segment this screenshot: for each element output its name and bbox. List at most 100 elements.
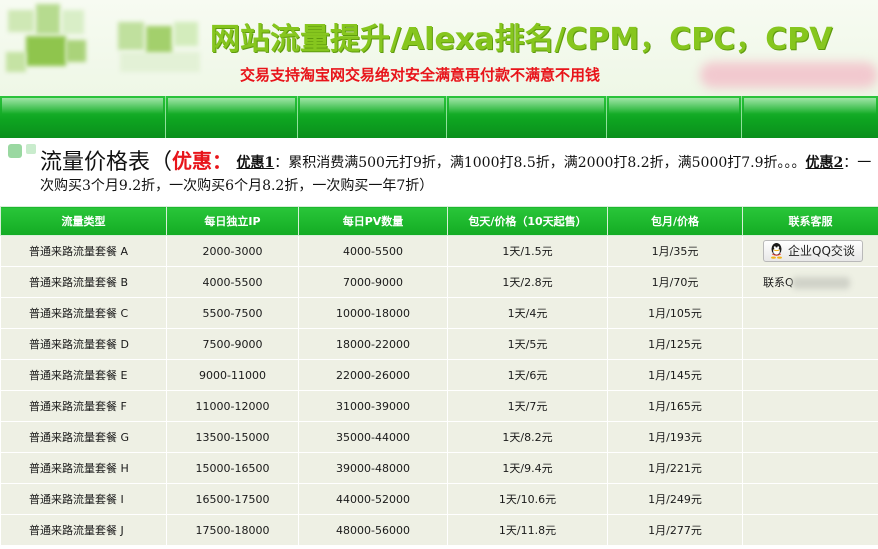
- day-price: 1天/9.4元: [447, 452, 608, 484]
- logo-pixel-block: [8, 10, 34, 32]
- day-price: 1天/7元: [447, 390, 608, 422]
- logo-pixel-block: [174, 22, 198, 46]
- month-price: 1月/277元: [607, 514, 743, 546]
- col-header-pv: 每日PV数量: [298, 206, 448, 236]
- daily-ip: 2000-3000: [166, 235, 299, 267]
- package-type: 普通来路流量套餐 I: [0, 483, 167, 515]
- service-cell: [742, 359, 878, 391]
- daily-ip: 4000-5500: [166, 266, 299, 298]
- daily-pv: 7000-9000: [298, 266, 448, 298]
- logo-pixel-block: [146, 26, 172, 56]
- daily-pv: 22000-26000: [298, 359, 448, 391]
- contact-qq-label: 联系Q: [763, 276, 794, 289]
- day-price: 1天/1.5元: [447, 235, 608, 267]
- col-header-month-price: 包月/价格: [607, 206, 743, 236]
- month-price: 1月/105元: [607, 297, 743, 329]
- logo-pixel-block: [26, 36, 66, 66]
- table-row: 普通来路流量套餐 B 4000-5500 7000-9000 1天/2.8元 1…: [0, 266, 878, 298]
- month-price: 1月/125元: [607, 328, 743, 360]
- col-header-day-price: 包天/价格（10天起售）: [447, 206, 608, 236]
- daily-ip: 16500-17500: [166, 483, 299, 515]
- table-row: 普通来路流量套餐 J 17500-18000 48000-56000 1天/11…: [0, 514, 878, 546]
- day-price: 1天/10.6元: [447, 483, 608, 515]
- month-price: 1月/193元: [607, 421, 743, 453]
- nav-item[interactable]: [742, 96, 878, 138]
- col-header-ip: 每日独立IP: [166, 206, 299, 236]
- daily-pv: 44000-52000: [298, 483, 448, 515]
- logo-pixel-block: [118, 22, 144, 50]
- qq-penguin-icon: [771, 243, 782, 259]
- daily-ip: 17500-18000: [166, 514, 299, 546]
- day-price: 1天/2.8元: [447, 266, 608, 298]
- daily-ip: 13500-15000: [166, 421, 299, 453]
- blurred-qq-number: [791, 277, 850, 289]
- table-row: 普通来路流量套餐 G 13500-15000 35000-44000 1天/8.…: [0, 421, 878, 453]
- daily-ip: 5500-7500: [166, 297, 299, 329]
- service-cell: [742, 483, 878, 515]
- package-type: 普通来路流量套餐 C: [0, 297, 167, 329]
- blurred-contact: [700, 62, 878, 88]
- service-cell: [742, 452, 878, 484]
- table-row: 普通来路流量套餐 F 11000-12000 31000-39000 1天/7元…: [0, 390, 878, 422]
- promo2-label: 优惠2: [805, 155, 844, 171]
- col-header-type: 流量类型: [0, 206, 167, 236]
- promo-text: 流量价格表（优惠： 优惠1：累积消费满500元打9折，满1000打8.5折，满2…: [40, 150, 875, 198]
- nav-bar: [0, 96, 878, 138]
- qq-chat-button[interactable]: 企业QQ交谈: [763, 239, 863, 262]
- package-type: 普通来路流量套餐 B: [0, 266, 167, 298]
- nav-item[interactable]: [166, 96, 298, 138]
- package-type: 普通来路流量套餐 D: [0, 328, 167, 360]
- month-price: 1月/70元: [607, 266, 743, 298]
- day-price: 1天/11.8元: [447, 514, 608, 546]
- table-row: 普通来路流量套餐 H 15000-16500 39000-48000 1天/9.…: [0, 452, 878, 484]
- promo1-text: ：累积消费满500元打9折，满1000打8.5折，满2000打8.2折，满500…: [274, 155, 806, 171]
- package-type: 普通来路流量套餐 J: [0, 514, 167, 546]
- nav-item[interactable]: [607, 96, 742, 138]
- service-cell: [742, 514, 878, 546]
- service-cell: 企业QQ交谈: [742, 235, 878, 267]
- day-price: 1天/5元: [447, 328, 608, 360]
- pricing-heading: 流量价格表（优惠： 优惠1：累积消费满500元打9折，满1000打8.5折，满2…: [0, 138, 878, 206]
- daily-pv: 35000-44000: [298, 421, 448, 453]
- daily-ip: 9000-11000: [166, 359, 299, 391]
- discount-label: 优惠：: [172, 149, 233, 173]
- price-table-title: 流量价格表: [40, 150, 151, 175]
- service-cell: [742, 390, 878, 422]
- month-price: 1月/35元: [607, 235, 743, 267]
- price-table: 流量类型 每日独立IP 每日PV数量 包天/价格（10天起售） 包月/价格 联系…: [0, 206, 878, 546]
- table-row: 普通来路流量套餐 A 2000-3000 4000-5500 1天/1.5元 1…: [0, 235, 878, 267]
- month-price: 1月/165元: [607, 390, 743, 422]
- logo-pixel-block: [6, 52, 26, 72]
- nav-item[interactable]: [298, 96, 447, 138]
- site-banner: 网站流量提升/Alexa排名/CPM，CPC，CPV 交易支持淘宝网交易绝对安全…: [0, 0, 878, 96]
- promo2-text: ：一次购买3个月9.2折，一次购买6个月8.2折，一次购买一年7折）: [40, 155, 872, 194]
- nav-item[interactable]: [447, 96, 607, 138]
- logo-pixel-block: [66, 40, 86, 62]
- table-row: 普通来路流量套餐 I 16500-17500 44000-52000 1天/10…: [0, 483, 878, 515]
- logo-pixel-block: [36, 4, 60, 34]
- daily-pv: 31000-39000: [298, 390, 448, 422]
- banner-subtitle: 交易支持淘宝网交易绝对安全满意再付款不满意不用钱: [240, 66, 601, 84]
- table-row: 普通来路流量套餐 E 9000-11000 22000-26000 1天/6元 …: [0, 359, 878, 391]
- daily-pv: 18000-22000: [298, 328, 448, 360]
- day-price: 1天/6元: [447, 359, 608, 391]
- decor-square: [8, 144, 22, 158]
- col-header-service: 联系客服: [742, 206, 878, 236]
- package-type: 普通来路流量套餐 G: [0, 421, 167, 453]
- logo-pixel-block: [120, 52, 200, 72]
- daily-pv: 39000-48000: [298, 452, 448, 484]
- service-cell: [742, 421, 878, 453]
- package-type: 普通来路流量套餐 F: [0, 390, 167, 422]
- nav-item[interactable]: [0, 96, 166, 138]
- month-price: 1月/145元: [607, 359, 743, 391]
- package-type: 普通来路流量套餐 A: [0, 235, 167, 267]
- daily-pv: 10000-18000: [298, 297, 448, 329]
- banner-title: 网站流量提升/Alexa排名/CPM，CPC，CPV: [210, 22, 833, 57]
- promo1-label: 优惠1: [236, 155, 275, 171]
- daily-ip: 11000-12000: [166, 390, 299, 422]
- table-row: 普通来路流量套餐 D 7500-9000 18000-22000 1天/5元 1…: [0, 328, 878, 360]
- daily-pv: 48000-56000: [298, 514, 448, 546]
- daily-pv: 4000-5500: [298, 235, 448, 267]
- service-cell: [742, 328, 878, 360]
- service-cell: [742, 297, 878, 329]
